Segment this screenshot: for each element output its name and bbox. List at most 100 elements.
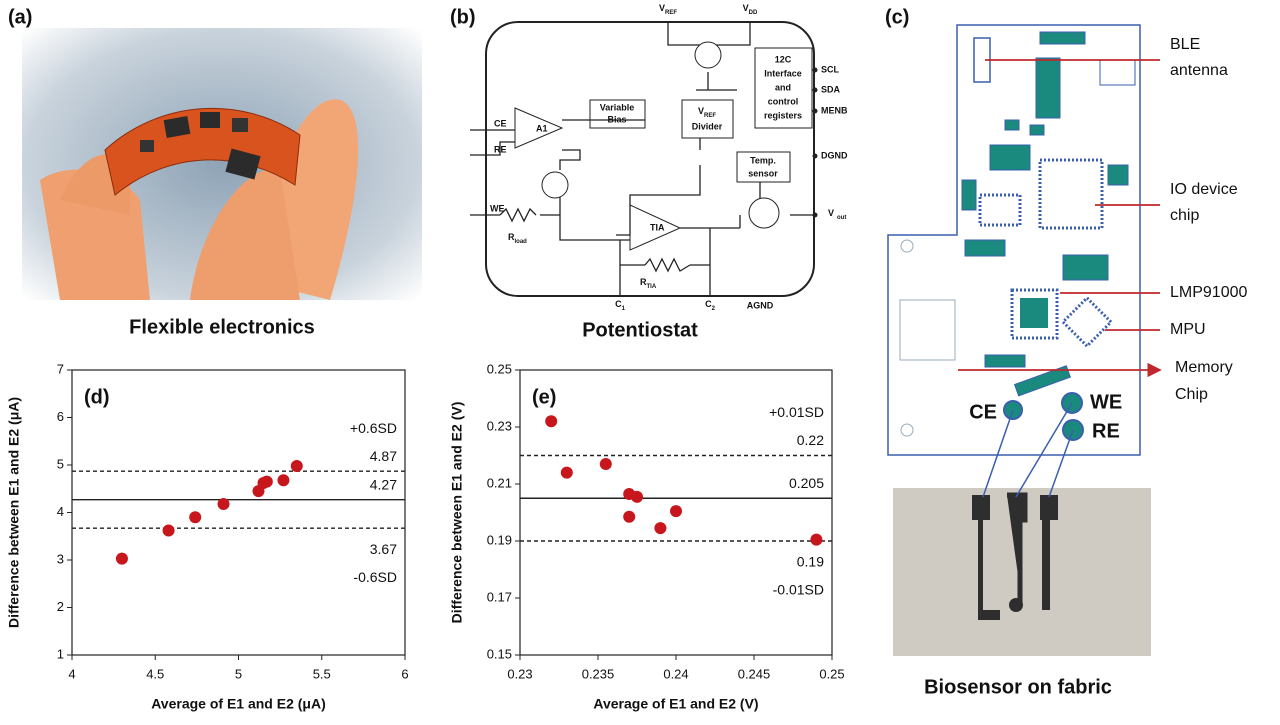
callout: LMP91000 [1170,284,1247,301]
data-point [631,490,643,503]
reference-label: 3.67 [370,541,397,557]
label-sub: load [515,239,528,245]
data-point [115,552,128,565]
y-tick-label: 0.19 [487,532,512,547]
data-point [560,466,573,479]
y-tick-label: 0.25 [487,361,512,376]
box-label: Bias [607,114,626,124]
data-point [810,533,823,546]
box-label: and [775,82,791,92]
annotation: -0.01SD [773,582,824,598]
callout: MPU [1170,321,1206,338]
x-tick-label: 5.5 [313,666,331,681]
plot-frame [71,369,406,656]
pin-label: DGND [821,150,848,160]
label: RTIA [640,277,657,289]
electrode-label: WE [1090,391,1122,413]
label-main: C [615,299,622,309]
box-label: VREF [698,106,716,118]
box-label: sensor [748,168,778,178]
y-tick-label: 0.21 [487,475,512,490]
data-point [162,524,175,537]
label: Rload [508,232,527,244]
box-label: control [768,96,799,106]
panel-label: (a) [8,6,32,28]
reference-label: 4.27 [370,476,397,492]
label-main: V [828,208,834,218]
x-tick-label: 6 [401,666,408,681]
pin-label: SCL [821,64,840,74]
label-sub: REF [665,10,677,16]
y-tick-label: 1 [57,646,64,661]
y-tick-label: 7 [57,361,64,376]
data-point [545,415,558,428]
y-tick-label: 4 [57,504,64,519]
label: VREF [659,3,677,15]
caption: Flexible electronics [129,316,315,338]
caption: Potentiostat [582,319,698,341]
label: VDD [743,3,758,15]
label-sub: TIA [647,284,657,290]
circuit-diagram [470,21,818,297]
annotation: +0.6SD [350,420,397,436]
label: AGND [747,300,774,310]
x-tick-label: 0.235 [582,666,615,681]
panel-label: (d) [84,386,110,408]
data-point [189,511,202,524]
electrode-label: RE [1092,420,1120,442]
data-point [599,458,612,471]
label-sub: 1 [622,306,626,312]
callout: Memory [1175,359,1233,376]
data-point [654,522,667,535]
y-tick-label: 5 [57,456,64,471]
label-main: V [659,3,665,13]
label-main: R [508,232,515,242]
reference-label: 4.87 [370,448,397,464]
data-point [260,475,273,488]
amp-label: TIA [650,222,665,232]
x-tick-label: 0.25 [819,666,844,681]
panel-label: (e) [532,386,556,408]
box-label: Temp. [750,155,776,165]
label-sub: out [837,215,846,221]
label: C1 [615,299,626,311]
x-tick-label: 0.24 [663,666,688,681]
box-label: Interface [764,68,802,78]
annotation: +0.01SD [769,404,824,420]
callout: IO device [1170,181,1238,198]
y-tick-label: 0.23 [487,418,512,433]
x-axis-label: Average of E1 and E2 (V) [593,696,758,712]
y-tick-label: 6 [57,409,64,424]
box-label: Variable [600,102,635,112]
input-label: CE [494,118,507,128]
electrode-label: CE [969,401,997,423]
callout: antenna [1170,62,1228,79]
caption: Biosensor on fabric [924,676,1112,698]
callout: chip [1170,207,1199,224]
reference-label: 0.22 [797,432,824,448]
label: C2 [705,299,716,311]
label-main: C [705,299,712,309]
label-main: R [640,277,647,287]
data-point [623,510,636,523]
annotation: -0.6SD [353,569,397,585]
pin-label: SDA [821,84,841,94]
label-main: V [698,106,704,116]
pcb-layout [887,24,1160,456]
x-axis-label: Average of E1 and E2 (μA) [151,696,326,712]
photo-fabric [893,402,1151,656]
callout: Chip [1175,386,1208,403]
reference-label: 0.205 [789,475,824,491]
label-main: V [743,3,749,13]
label-sub: REF [704,113,716,119]
y-tick-label: 3 [57,551,64,566]
x-tick-label: 0.245 [738,666,771,681]
panel-label: (b) [450,6,476,28]
reference-label: 0.19 [797,554,824,570]
pin-label: MENB [821,105,848,115]
y-axis-label: Difference between E1 and E2 (μA) [6,397,22,628]
